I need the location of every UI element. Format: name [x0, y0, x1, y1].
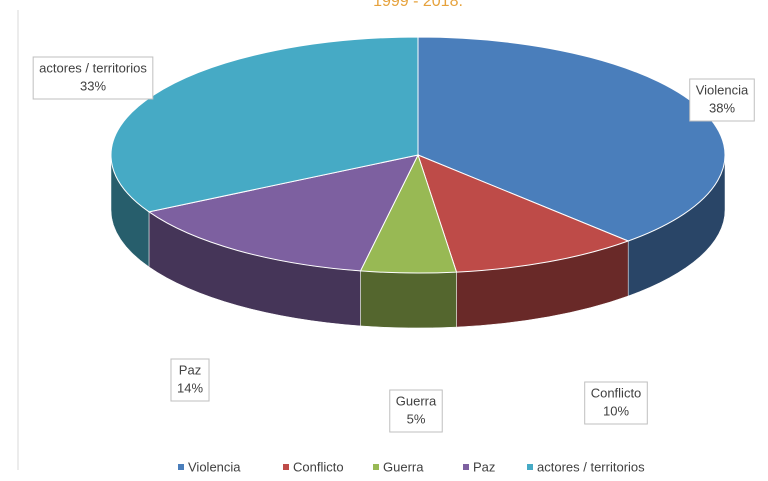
slice-side	[360, 270, 457, 329]
legend-marker	[463, 464, 469, 470]
legend-marker	[373, 464, 379, 470]
data-label-name: Conflicto	[591, 385, 642, 400]
data-label-name: Paz	[179, 362, 201, 377]
data-label-box	[389, 389, 443, 433]
data-label-box	[170, 358, 210, 402]
slice	[110, 36, 419, 213]
data-label: Violencia 38%	[689, 78, 755, 122]
legend-label: Conflicto	[293, 459, 344, 474]
slice	[417, 154, 630, 273]
legend-label: Guerra	[383, 459, 424, 474]
data-label-value: 33%	[80, 78, 106, 93]
data-label-value: 5%	[407, 411, 426, 426]
legend-marker	[527, 464, 533, 470]
data-label-value: 14%	[177, 380, 203, 395]
data-label-box	[584, 381, 648, 425]
data-label-box	[689, 78, 755, 122]
legend-label: Violencia	[188, 459, 241, 474]
data-label: Conflicto 10%	[584, 381, 648, 425]
data-label-value: 10%	[603, 403, 629, 418]
data-label: actores / territorios 33%	[32, 56, 154, 100]
legend-label: actores / territorios	[537, 459, 645, 474]
data-label-value: 38%	[709, 100, 735, 115]
data-label-name: Guerra	[396, 393, 437, 408]
data-label-name: Violencia	[696, 82, 749, 97]
data-label-box	[32, 56, 154, 100]
legend-label: Paz	[473, 459, 495, 474]
chart-title: 1999 - 2018.	[373, 0, 463, 10]
legend-marker	[283, 464, 289, 470]
data-label-name: actores / territorios	[39, 60, 147, 75]
slice	[147, 154, 419, 272]
data-label: Paz 14%	[170, 358, 210, 402]
legend-marker	[178, 464, 184, 470]
data-label: Guerra 5%	[389, 389, 443, 433]
